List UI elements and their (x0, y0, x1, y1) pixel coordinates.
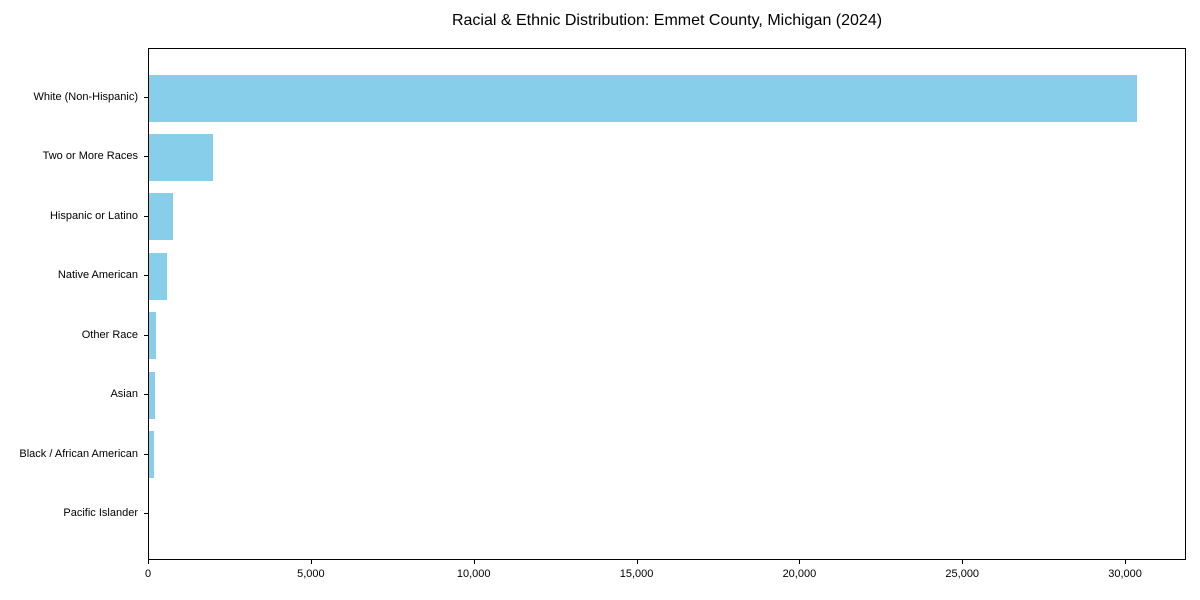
y-tick-mark (144, 394, 148, 396)
bar-asian (149, 371, 155, 419)
y-tick-mark (144, 275, 148, 277)
y-tick-label: Other Race (81, 328, 138, 341)
bar-native-american (149, 252, 167, 300)
y-tick-mark (144, 513, 148, 514)
x-tick-mark (310, 560, 312, 564)
y-tick-label: Pacific Islander (63, 507, 138, 519)
plot-area (148, 48, 1186, 560)
x-tick-mark (799, 560, 801, 564)
x-tick-label: 5,000 (297, 568, 325, 580)
x-tick-mark (148, 560, 149, 564)
y-tick-label: White (Non-Hispanic) (33, 91, 138, 103)
y-tick-label: Black / African American (19, 447, 138, 460)
y-tick-label: Asian (110, 388, 138, 401)
x-tick-mark (1125, 560, 1127, 564)
x-tick-label: 20,000 (782, 568, 817, 580)
bar-other-race (149, 312, 156, 360)
x-tick-label: 25,000 (945, 568, 980, 580)
y-tick-mark (144, 97, 148, 98)
x-tick-mark (636, 560, 638, 564)
x-tick-label: 30,000 (1108, 568, 1142, 580)
x-tick-mark (473, 560, 475, 564)
y-tick-label: Two or More Races (42, 150, 138, 163)
bar-two-or-more-races (149, 133, 213, 181)
y-tick-mark (144, 215, 148, 217)
bar-white-non-hispanic (149, 74, 1137, 122)
y-tick-mark (144, 334, 148, 336)
chart-title: Racial & Ethnic Distribution: Emmet Coun… (451, 12, 883, 29)
x-tick-label: 15,000 (619, 568, 654, 580)
y-tick-mark (144, 453, 148, 455)
y-tick-label: Native American (57, 269, 138, 282)
x-tick-label: 0 (144, 568, 152, 580)
y-tick-label: Hispanic or Latino (49, 209, 138, 222)
bar-hispanic-or-latino (149, 193, 173, 241)
y-tick-mark (144, 156, 148, 158)
x-tick-mark (962, 560, 964, 564)
x-tick-label: 10,000 (456, 568, 491, 580)
bar-black-african-american (149, 431, 154, 479)
